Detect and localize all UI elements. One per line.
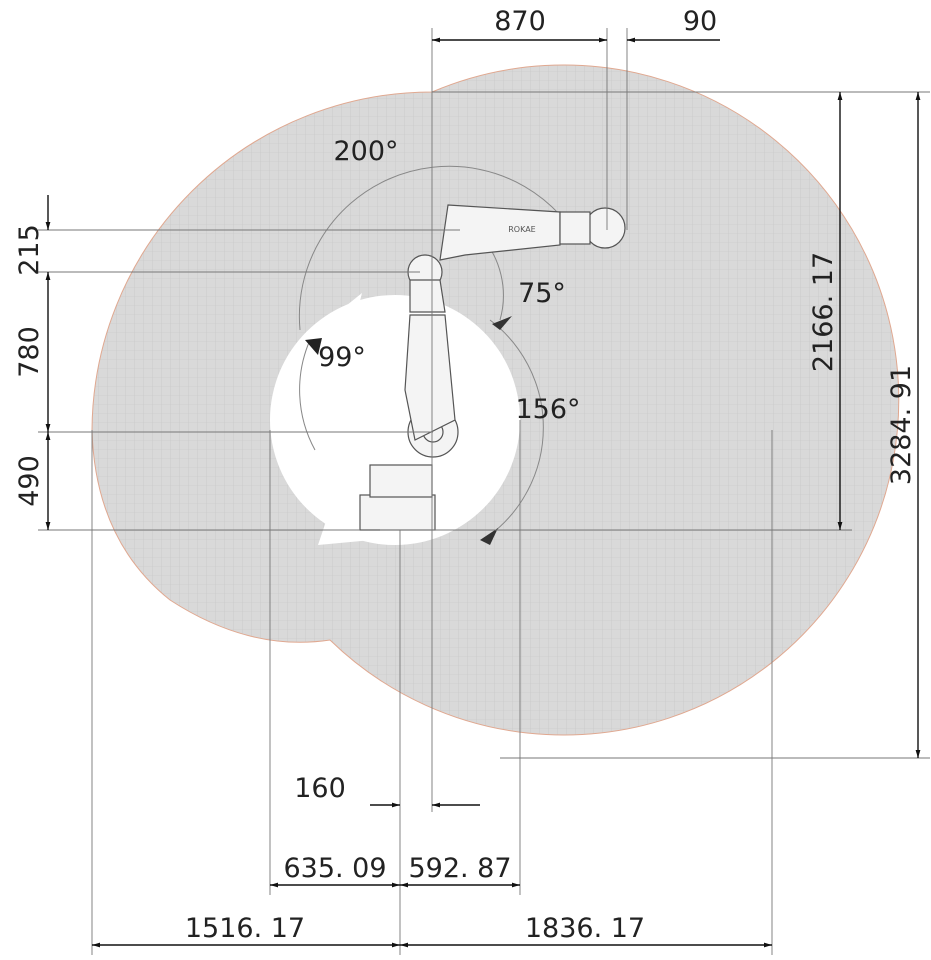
dimension-label: 215 xyxy=(14,224,45,276)
extension-lines xyxy=(38,28,930,955)
dimension-label: 780 xyxy=(14,326,45,378)
void-wedge xyxy=(290,293,362,390)
dimension-label: 160 xyxy=(294,773,346,804)
dimension-lines: 870 90 215 780 490 2166. 17 3284. 91 160… xyxy=(14,6,921,948)
dimension-label: 1516. 17 xyxy=(185,913,305,944)
angle-label: 99° xyxy=(318,342,366,373)
dimension-label: 1836. 17 xyxy=(525,913,645,944)
dimension-label: 635. 09 xyxy=(283,853,386,884)
robot-label: ROKAE xyxy=(508,225,536,234)
dimension-label: 592. 87 xyxy=(408,853,511,884)
dimension-label: 490 xyxy=(14,455,45,507)
angle-label: 200° xyxy=(333,136,398,167)
dimension-label: 90 xyxy=(683,6,717,37)
dimension-label: 870 xyxy=(494,6,546,37)
angle-label: 75° xyxy=(518,278,566,309)
dimension-label: 3284. 91 xyxy=(886,365,917,485)
dimension-label: 2166. 17 xyxy=(808,252,839,372)
angle-label: 156° xyxy=(515,394,580,425)
